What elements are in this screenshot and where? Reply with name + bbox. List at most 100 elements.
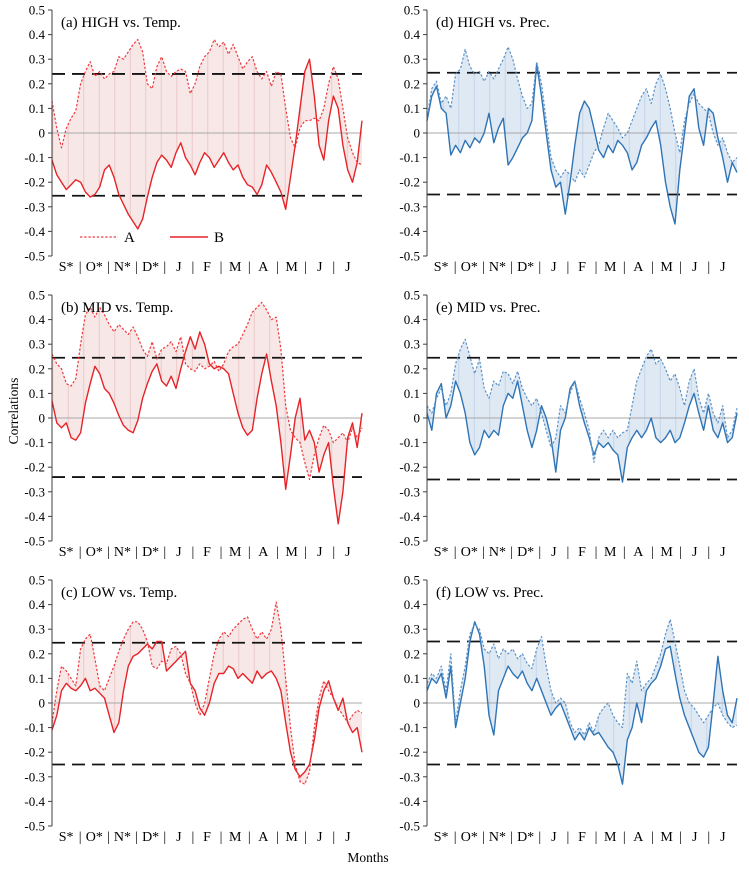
x-label-separator: |	[276, 260, 279, 275]
y-tick-label: 0.2	[404, 646, 420, 661]
x-month-label: M	[660, 545, 673, 560]
x-month-label: J	[317, 260, 323, 275]
x-month-label: J	[692, 260, 698, 275]
series-B-line	[51, 640, 363, 778]
panel-b-chart: 0.5 0.4 0.3 0.2 0.1 0 -0.1 -0.2 -0.3 -0.4 -0.5 S* | O…	[24, 288, 363, 560]
x-month-label: O*	[461, 260, 478, 275]
series-A-line	[426, 338, 738, 463]
x-label-separator: |	[538, 830, 541, 845]
x-label-separator: |	[192, 545, 195, 560]
x-label-separator: |	[707, 830, 710, 845]
y-tick-label: -0.1	[24, 720, 45, 735]
x-month-label: A	[633, 260, 644, 275]
x-month-label: F	[578, 260, 586, 275]
x-month-label: M	[285, 545, 298, 560]
y-tick-label: -0.3	[399, 769, 420, 784]
x-label-separator: |	[454, 545, 457, 560]
panel-a: 0.5 0.4 0.3 0.2 0.1 0 -0.1 -0.2 -0.3 -0.4 -0.5 S* | O…	[0, 0, 374, 285]
x-month-label: F	[203, 830, 211, 845]
y-tick-label: 0.4	[29, 312, 46, 327]
y-tick-label: -0.4	[24, 509, 45, 524]
y-tick-label: -0.5	[399, 249, 420, 264]
x-label-separator: |	[623, 830, 626, 845]
series-A-line	[51, 38, 363, 166]
panel-c: 0.5 0.4 0.3 0.2 0.1 0 -0.1 -0.2 -0.3 -0.4 -0.5 S* | O…	[0, 570, 374, 855]
y-tick-label: 0	[414, 126, 421, 141]
x-month-label: M	[285, 830, 298, 845]
x-label-separator: |	[651, 260, 654, 275]
x-label-separator: |	[332, 545, 335, 560]
x-label-separator: |	[163, 830, 166, 845]
x-label-separator: |	[135, 260, 138, 275]
legend-series-a-label: A	[124, 230, 135, 246]
series-B-line	[426, 63, 738, 225]
series-B-line	[51, 58, 363, 230]
x-label-separator: |	[651, 545, 654, 560]
y-tick-label: 0.1	[404, 386, 420, 401]
x-label-separator: |	[707, 545, 710, 560]
fill-between-series	[52, 39, 362, 229]
x-month-label: O*	[461, 545, 478, 560]
series-A-line	[51, 601, 363, 785]
y-tick-label: 0.1	[404, 671, 420, 686]
x-label-separator: |	[595, 545, 598, 560]
x-label-separator: |	[623, 260, 626, 275]
x-month-label: J	[720, 545, 726, 560]
y-tick-label: -0.4	[24, 224, 45, 239]
y-tick-label: 0.4	[404, 27, 421, 42]
y-tick-label: 0.4	[29, 597, 46, 612]
x-label-separator: |	[651, 830, 654, 845]
x-label-separator: |	[332, 260, 335, 275]
x-label-separator: |	[454, 830, 457, 845]
x-month-label: O*	[461, 830, 478, 845]
y-tick-label: -0.4	[399, 509, 420, 524]
x-label-separator: |	[567, 260, 570, 275]
x-label-separator: |	[107, 830, 110, 845]
y-tick-label: 0.5	[29, 573, 45, 588]
y-tick-label: 0.2	[404, 76, 420, 91]
y-tick-label: -0.2	[399, 745, 420, 760]
x-month-label: D*	[517, 545, 534, 560]
x-month-label: S*	[434, 260, 449, 275]
x-month-label: J	[551, 830, 557, 845]
x-label-separator: |	[135, 830, 138, 845]
y-tick-label: -0.1	[399, 435, 420, 450]
y-tick-label: -0.2	[24, 460, 45, 475]
x-month-label: M	[604, 260, 617, 275]
y-tick-label: 0	[414, 411, 421, 426]
x-month-label: M	[660, 260, 673, 275]
y-tick-label: 0.1	[29, 671, 45, 686]
y-tick-label: -0.4	[399, 224, 420, 239]
x-label-separator: |	[220, 545, 223, 560]
x-label-separator: |	[482, 830, 485, 845]
y-tick-label: 0	[39, 126, 46, 141]
panel-title: (b) MID vs. Temp.	[61, 300, 173, 316]
x-month-label: J	[317, 545, 323, 560]
y-tick-label: -0.2	[399, 175, 420, 190]
x-month-label: N*	[489, 830, 506, 845]
x-month-label: D*	[142, 545, 159, 560]
y-tick-label: -0.3	[24, 199, 45, 214]
y-tick-label: 0.3	[29, 337, 45, 352]
y-tick-label: -0.5	[24, 534, 45, 549]
y-tick-label: 0.3	[404, 622, 420, 637]
x-month-label: J	[345, 830, 351, 845]
x-label-separator: |	[707, 260, 710, 275]
x-month-label: J	[176, 260, 182, 275]
x-month-label: M	[604, 830, 617, 845]
y-tick-label: 0.4	[404, 597, 421, 612]
y-tick-label: 0.5	[29, 3, 45, 18]
y-tick-label: 0.5	[404, 573, 420, 588]
x-label-separator: |	[510, 260, 513, 275]
x-month-label: M	[285, 260, 298, 275]
x-label-separator: |	[482, 545, 485, 560]
x-month-label: J	[720, 260, 726, 275]
x-month-label: J	[176, 545, 182, 560]
x-axis-title: Months	[347, 850, 389, 865]
y-tick-label: -0.1	[399, 720, 420, 735]
fill-between-series	[427, 46, 737, 225]
x-label-separator: |	[538, 545, 541, 560]
x-label-separator: |	[79, 545, 82, 560]
panel-e: 0.5 0.4 0.3 0.2 0.1 0 -0.1 -0.2 -0.3 -0.4 -0.5 S* | O…	[375, 285, 749, 570]
x-month-label: N*	[114, 830, 131, 845]
